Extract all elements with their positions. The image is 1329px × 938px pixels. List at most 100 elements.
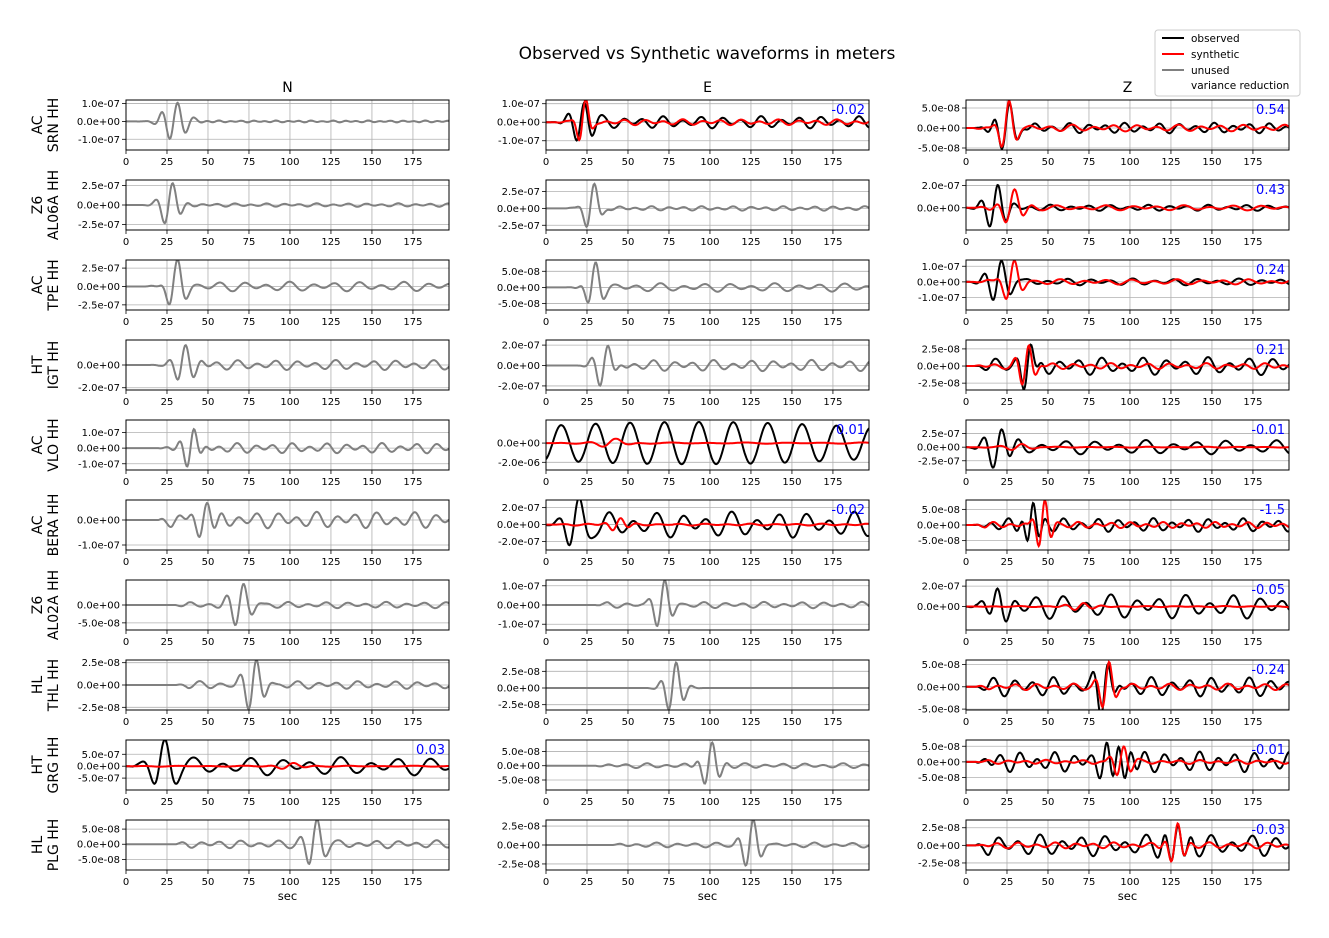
station-name-label: GRG HH: [46, 737, 62, 794]
y-tick-label: -2.5e-08: [498, 859, 540, 870]
x-tick-label: 100: [1120, 237, 1139, 248]
y-tick-label: 0.0e+00: [497, 520, 540, 531]
x-tick-label: 0: [963, 157, 969, 168]
y-tick-label: -5.0e-08: [918, 773, 960, 784]
x-tick-label: 175: [1243, 237, 1262, 248]
y-tick-label: 2.5e-08: [502, 822, 540, 833]
y-tick-label: 0.0e+00: [497, 761, 540, 772]
y-tick-label: 0.0e+00: [497, 684, 540, 695]
x-tick-label: 175: [403, 157, 422, 168]
panel-traces: [546, 261, 869, 304]
x-tick-label: 75: [663, 557, 676, 568]
x-tick-label: 150: [782, 157, 801, 168]
y-tick-label: 0.0e+00: [77, 444, 120, 455]
panel-srn-z: 5.0e-08 0.0e+00 -5.0e-080 25 50 75 100 125 150 17…: [917, 99, 1290, 168]
x-tick-label: 75: [243, 397, 256, 408]
y-tick-label: 0.0e+00: [77, 516, 120, 527]
x-tick-label: 0: [543, 317, 549, 328]
x-tick-label: 50: [622, 557, 635, 568]
y-tick-label: 0.0e+00: [77, 601, 120, 612]
x-tick-label: 150: [782, 317, 801, 328]
x-tick-label: 175: [403, 477, 422, 488]
unused-waveform: [126, 343, 449, 381]
y-tick-label: 0.0e+00: [77, 361, 120, 372]
x-tick-label: 175: [823, 877, 842, 888]
x-tick-label: 175: [403, 717, 422, 728]
y-tick-label: 5.0e-08: [502, 267, 540, 278]
panel-al06a-z: 2.0e-07 0.0e+00 0 25 50 75 100 125 150 175 0.43: [917, 179, 1290, 248]
legend-unused-label: unused: [1191, 65, 1230, 77]
station-name-label: TPE HH: [46, 259, 62, 311]
y-tick-label: 0.0e+00: [917, 362, 960, 373]
panel-frame: [125, 579, 450, 631]
x-tick-label: 25: [161, 157, 174, 168]
x-tick-label: 50: [1042, 797, 1055, 808]
x-tick-label: 0: [123, 157, 129, 168]
x-axis-labels: sec sec sec: [278, 889, 1137, 903]
x-tick-label: 0: [963, 637, 969, 648]
x-tick-label: 25: [1001, 477, 1014, 488]
x-tick-label: 50: [622, 157, 635, 168]
x-tick-label: 50: [202, 237, 215, 248]
x-tick-label: 150: [1202, 237, 1221, 248]
panel-frame: [125, 339, 450, 391]
x-tick-label: 175: [1243, 157, 1262, 168]
panel-thl-n: 2.5e-08 0.0e+00 -2.5e-080 25 50 75 100 125 150 17…: [77, 658, 450, 728]
x-tick-label: 75: [1083, 317, 1096, 328]
synthetic-waveform: [966, 100, 1289, 149]
x-tick-label: 150: [1202, 397, 1221, 408]
x-tick-label: 50: [622, 797, 635, 808]
y-tick-label: 1.0e-07: [82, 99, 120, 110]
y-tick-label: 0.0e+00: [917, 841, 960, 852]
x-tick-label: 150: [782, 397, 801, 408]
x-tick-label: 150: [1202, 877, 1221, 888]
x-tick-label: 75: [663, 157, 676, 168]
y-tick-label: -1.0e-07: [498, 620, 540, 631]
x-tick-label: 75: [663, 637, 676, 648]
x-tick-label: 0: [963, 717, 969, 728]
x-tick-label: 50: [202, 477, 215, 488]
y-tick-label: -2.5e-08: [498, 700, 540, 711]
y-tick-label: 0.0e+00: [77, 201, 120, 212]
synthetic-waveform: [966, 821, 1289, 864]
y-tick-label: 0.0e+00: [917, 443, 960, 454]
x-tick-label: 75: [663, 877, 676, 888]
y-tick-label: 0.0e+00: [917, 277, 960, 288]
x-tick-label: 125: [1161, 157, 1180, 168]
x-tick-label: 100: [1120, 797, 1139, 808]
panel-frame: [965, 339, 1290, 391]
synthetic-waveform: [966, 660, 1289, 709]
x-tick-label: 50: [622, 477, 635, 488]
y-tick-label: 0.0e+00: [917, 521, 960, 532]
y-tick-label: 2.5e-08: [922, 823, 960, 834]
x-tick-label: 50: [202, 557, 215, 568]
station-name-label: THL HH: [46, 659, 62, 712]
x-tick-label: 125: [321, 557, 340, 568]
observed-waveform: [966, 501, 1289, 543]
panel-frame: [545, 579, 870, 631]
panel-traces: [546, 421, 869, 466]
x-tick-label: 100: [280, 317, 299, 328]
x-tick-label: 25: [161, 477, 174, 488]
panel-traces: [966, 500, 1289, 549]
x-tick-label: 175: [823, 237, 842, 248]
observed-waveform: [966, 428, 1289, 469]
x-tick-label: 150: [362, 157, 381, 168]
x-tick-label: 25: [1001, 717, 1014, 728]
unused-waveform: [126, 820, 449, 866]
x-tick-label: 150: [362, 397, 381, 408]
x-tick-label: 150: [362, 877, 381, 888]
x-tick-label: 150: [782, 637, 801, 648]
x-tick-label: 25: [1001, 557, 1014, 568]
x-tick-label: 150: [362, 237, 381, 248]
y-tick-label: 0.0e+00: [497, 283, 540, 294]
y-tick-label: -2.5e-08: [918, 858, 960, 869]
x-tick-label: 125: [741, 557, 760, 568]
panel-vlo-n: 1.0e-07 0.0e+00 -1.0e-070 25 50 75 100 125 150 17…: [77, 419, 450, 488]
x-tick-label: 175: [403, 397, 422, 408]
x-tick-label: 50: [202, 877, 215, 888]
x-tick-label: 125: [321, 797, 340, 808]
unused-waveform: [546, 580, 869, 628]
x-tick-label: 150: [1202, 317, 1221, 328]
